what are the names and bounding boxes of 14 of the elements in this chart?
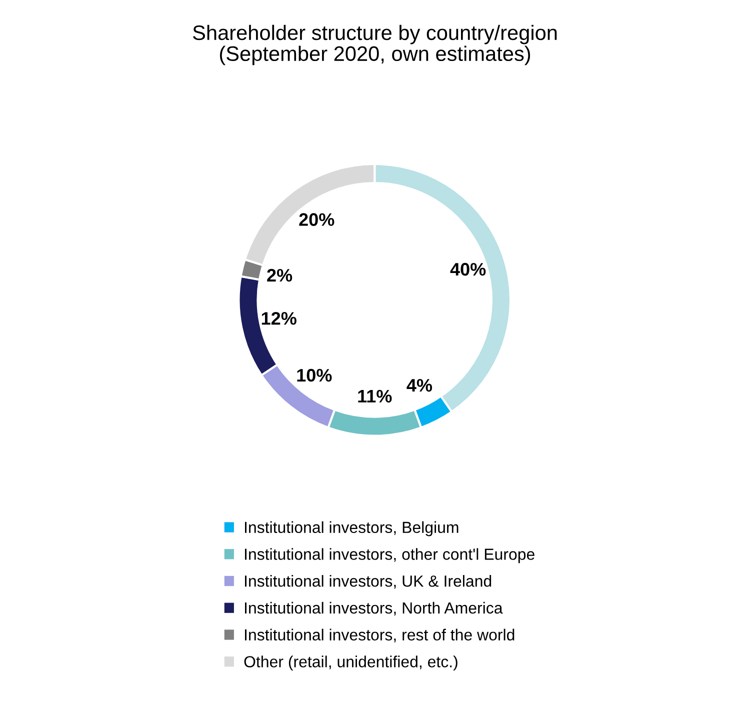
data-label: 12% [262, 312, 296, 325]
data-label: 20% [299, 213, 334, 226]
data-label: 2% [267, 268, 292, 282]
legend-label: Other (retail, unidentified, etc.) [244, 656, 458, 671]
legend-label: Institutional investors, other cont'l Europe [245, 548, 534, 564]
data-label: 11% [358, 390, 392, 403]
legend-label: Institutional investors, Belgium [245, 521, 458, 536]
chart-title: Shareholder structure by country/region (September 2020, own estimates) [192, 24, 557, 66]
data-label: 4% [406, 378, 432, 392]
legend-label: Institutional investors, rest of the world [245, 628, 514, 642]
data-label: 10% [297, 368, 332, 382]
legend-label: Institutional investors, North America [245, 602, 503, 616]
legend-label: Institutional investors, UK & Ireland [245, 575, 492, 589]
data-label: 40% [450, 262, 486, 276]
